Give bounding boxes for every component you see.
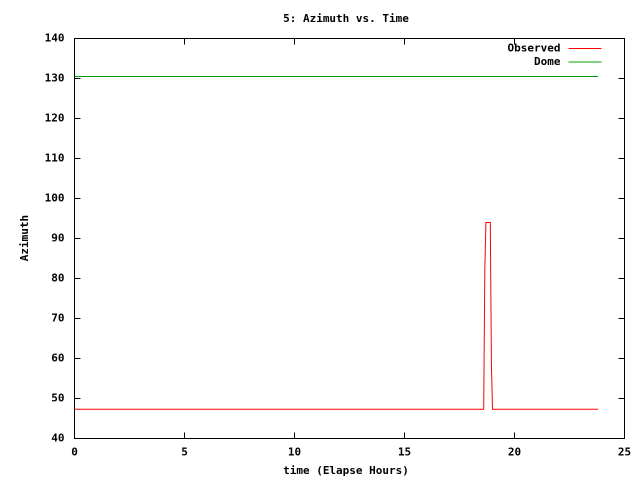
y-tick-label: 140	[45, 32, 65, 45]
y-tick-label: 120	[45, 112, 65, 125]
x-tick-label: 25	[618, 446, 631, 459]
y-tick-label: 50	[51, 392, 64, 405]
y-tick-label: 110	[45, 152, 65, 165]
legend-label: Observed	[508, 42, 561, 55]
y-axis-label: Azimuth	[18, 215, 31, 261]
y-tick-label: 130	[45, 72, 65, 85]
x-axis-label: time (Elapse Hours)	[283, 464, 409, 477]
chart-title: 5: Azimuth vs. Time	[283, 12, 409, 25]
x-tick-label: 15	[398, 446, 411, 459]
y-tick-label: 100	[45, 192, 65, 205]
y-tick-label: 70	[51, 312, 64, 325]
y-tick-label: 40	[51, 432, 64, 445]
x-tick-label: 20	[508, 446, 521, 459]
y-tick-label: 90	[51, 232, 64, 245]
data-line	[74, 222, 599, 410]
legend-label: Dome	[534, 55, 561, 68]
x-tick-label: 0	[71, 446, 78, 459]
y-tick-label: 80	[51, 272, 64, 285]
y-tick-label: 60	[51, 352, 64, 365]
x-tick-label: 10	[288, 446, 301, 459]
x-tick-label: 5	[181, 446, 188, 459]
